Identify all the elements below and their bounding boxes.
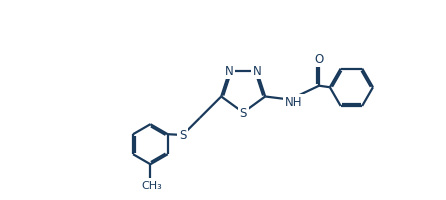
Text: CH₃: CH₃ (141, 180, 162, 190)
Text: N: N (224, 65, 233, 78)
Text: N: N (253, 65, 262, 78)
Text: O: O (314, 53, 324, 66)
Text: S: S (179, 129, 186, 142)
Text: S: S (240, 106, 247, 119)
Text: NH: NH (285, 96, 302, 109)
